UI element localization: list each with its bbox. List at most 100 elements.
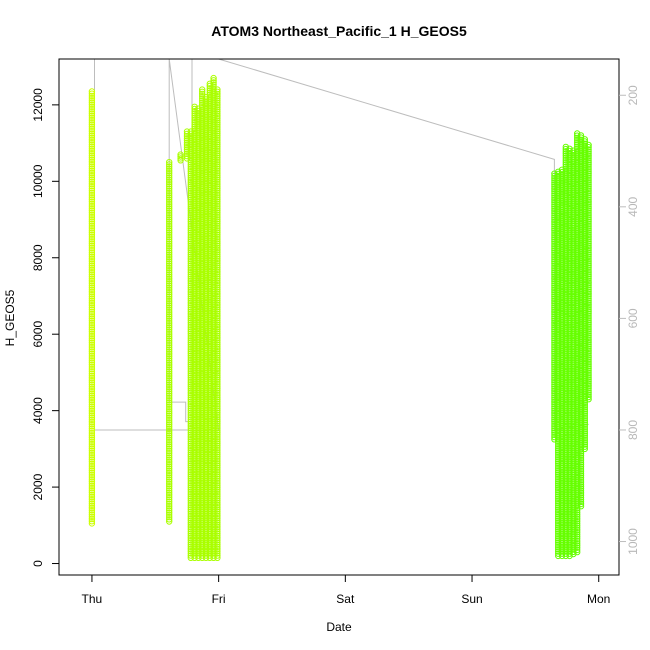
- data-point: [585, 165, 592, 173]
- data-point: [88, 233, 96, 241]
- data-point: [88, 496, 96, 503]
- data-point: [555, 388, 562, 395]
- data-point: [558, 179, 566, 187]
- data-point: [166, 408, 173, 415]
- data-point: [558, 173, 566, 180]
- data-point: [88, 128, 96, 135]
- data-point: [166, 364, 173, 371]
- data-point: [555, 287, 562, 294]
- data-point: [214, 242, 221, 249]
- data-point: [214, 238, 221, 245]
- data-point: [214, 431, 221, 438]
- data-point: [555, 339, 562, 347]
- data-point: [558, 276, 566, 284]
- data-point: [558, 182, 566, 189]
- data-point: [199, 101, 206, 109]
- data-point: [555, 324, 562, 331]
- data-point: [566, 145, 573, 153]
- data-point: [581, 360, 588, 367]
- data-point: [214, 200, 221, 208]
- data-point: [214, 416, 221, 423]
- data-point: [581, 430, 588, 437]
- data-point: [214, 207, 221, 214]
- data-point: [574, 317, 581, 324]
- data-point: [166, 516, 173, 523]
- data-point: [88, 403, 96, 410]
- data-point: [199, 152, 206, 159]
- data-point: [574, 537, 581, 545]
- data-point: [574, 315, 581, 322]
- data-point: [166, 353, 173, 360]
- data-point: [581, 281, 588, 288]
- data-point: [581, 259, 588, 266]
- data-point: [577, 470, 585, 477]
- data-point: [214, 323, 221, 331]
- data-point: [214, 552, 221, 559]
- data-point: [166, 386, 173, 393]
- data-point: [585, 242, 592, 250]
- data-point: [574, 540, 581, 547]
- data-point: [558, 232, 566, 240]
- data-point: [88, 498, 96, 505]
- data-point: [166, 447, 173, 455]
- data-point: [581, 329, 588, 336]
- data-point: [581, 397, 588, 404]
- data-point: [214, 449, 221, 456]
- data-point: [581, 219, 588, 226]
- data-point: [214, 534, 221, 542]
- data-point: [574, 348, 581, 355]
- data-point: [166, 427, 173, 435]
- data-point: [214, 363, 221, 370]
- data-point: [166, 397, 173, 404]
- data-point: [88, 421, 96, 428]
- data-point: [581, 432, 588, 439]
- data-point: [581, 245, 588, 253]
- data-point: [581, 342, 588, 349]
- data-point: [585, 345, 592, 352]
- data-point: [214, 468, 221, 476]
- data-point: [88, 275, 96, 282]
- data-point: [566, 552, 573, 560]
- data-point: [574, 359, 581, 366]
- data-point: [555, 385, 562, 393]
- data-point: [577, 132, 585, 139]
- data-point: [585, 286, 592, 293]
- data-point: [199, 187, 206, 194]
- data-point: [555, 383, 562, 391]
- data-point: [581, 320, 588, 327]
- data-point: [558, 219, 566, 227]
- data-point: [166, 452, 173, 459]
- data-point: [199, 115, 206, 122]
- data-point: [574, 330, 581, 338]
- data-point: [214, 152, 221, 159]
- data-point: [555, 328, 562, 336]
- data-point: [555, 357, 562, 364]
- data-point: [199, 93, 206, 100]
- data-point: [166, 410, 173, 417]
- data-point: [214, 174, 221, 181]
- data-point: [581, 294, 588, 301]
- data-point: [214, 332, 221, 339]
- data-point: [88, 136, 96, 144]
- data-point: [585, 268, 592, 276]
- data-point: [581, 208, 588, 215]
- data-point: [585, 336, 592, 344]
- data-point: [585, 363, 592, 370]
- data-point: [88, 209, 96, 216]
- data-point: [585, 154, 592, 162]
- data-point: [585, 341, 592, 348]
- data-point: [214, 460, 221, 467]
- data-point: [166, 178, 173, 186]
- data-point: [577, 463, 585, 470]
- data-point: [585, 321, 592, 328]
- data-point: [555, 352, 562, 360]
- data-point: [581, 421, 588, 428]
- data-point: [574, 531, 581, 538]
- data-point: [88, 456, 96, 463]
- data-point: [199, 163, 206, 170]
- data-point: [577, 487, 585, 494]
- data-point: [199, 229, 206, 236]
- data-point: [555, 366, 562, 373]
- data-point: [581, 316, 588, 323]
- data-point: [577, 461, 585, 468]
